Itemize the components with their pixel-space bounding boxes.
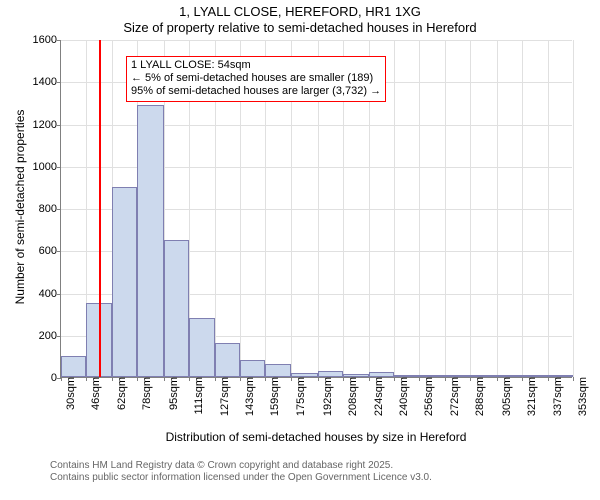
histogram-bar (318, 371, 343, 377)
annotation-line-2: ← 5% of semi-detached houses are smaller… (131, 72, 381, 85)
x-tick-label: 95sqm (164, 377, 180, 410)
x-tick-label: 240sqm (394, 377, 410, 416)
histogram-bar (445, 375, 470, 377)
chart-container: 1, LYALL CLOSE, HEREFORD, HR1 1XG Size o… (0, 0, 600, 500)
histogram-bar (369, 372, 394, 377)
histogram-bar (61, 356, 86, 377)
title-line-1: 1, LYALL CLOSE, HEREFORD, HR1 1XG (0, 4, 600, 20)
x-tick-label: 46sqm (86, 377, 102, 410)
grid-line-v (548, 40, 549, 377)
x-tick-label: 353sqm (573, 377, 589, 416)
chart-title: 1, LYALL CLOSE, HEREFORD, HR1 1XG Size o… (0, 4, 600, 35)
x-tick-label: 192sqm (318, 377, 334, 416)
x-tick-label: 143sqm (240, 377, 256, 416)
x-tick-label: 321sqm (522, 377, 538, 416)
histogram-bar (265, 364, 290, 377)
x-tick-label: 256sqm (419, 377, 435, 416)
x-tick-label: 272sqm (445, 377, 461, 416)
grid-line-v (394, 40, 395, 377)
histogram-bar (522, 375, 547, 377)
x-tick-label: 305sqm (497, 377, 513, 416)
x-tick-label: 127sqm (215, 377, 231, 416)
y-tick-label: 600 (39, 245, 61, 257)
x-tick-label: 30sqm (61, 377, 77, 410)
y-tick-label: 1200 (33, 119, 61, 131)
annotation-line-3: 95% of semi-detached houses are larger (… (131, 85, 381, 98)
histogram-bar (419, 375, 444, 377)
y-tick-label: 800 (39, 203, 61, 215)
grid-line-v (522, 40, 523, 377)
x-axis-label: Distribution of semi-detached houses by … (60, 430, 572, 444)
x-tick-label: 337sqm (548, 377, 564, 416)
y-tick-label: 1400 (33, 76, 61, 88)
histogram-bar (394, 375, 419, 377)
y-axis-label: Number of semi-detached properties (13, 57, 27, 357)
histogram-bar (497, 375, 522, 377)
grid-line-v (470, 40, 471, 377)
x-tick-label: 78sqm (137, 377, 153, 410)
footer-line-1: Contains HM Land Registry data © Crown c… (50, 460, 432, 472)
histogram-bar (470, 375, 497, 377)
x-tick-label: 288sqm (470, 377, 486, 416)
x-tick-label: 62sqm (112, 377, 128, 410)
histogram-bar (137, 105, 164, 378)
grid-line-v (445, 40, 446, 377)
grid-line-v (419, 40, 420, 377)
y-tick-label: 0 (51, 372, 61, 384)
histogram-bar (112, 187, 137, 377)
y-tick-label: 1000 (33, 161, 61, 173)
marker-line (99, 40, 101, 377)
chart-footer: Contains HM Land Registry data © Crown c… (50, 460, 432, 484)
histogram-bar (164, 240, 189, 377)
y-tick-label: 1600 (33, 34, 61, 46)
plot-area: 0200400600800100012001400160030sqm46sqm6… (60, 40, 572, 378)
grid-line-v (497, 40, 498, 377)
histogram-bar (240, 360, 265, 377)
x-tick-label: 208sqm (343, 377, 359, 416)
x-tick-label: 159sqm (265, 377, 281, 416)
histogram-bar (548, 375, 573, 377)
x-tick-label: 224sqm (369, 377, 385, 416)
annotation-line-1: 1 LYALL CLOSE: 54sqm (131, 59, 381, 72)
title-line-2: Size of property relative to semi-detach… (0, 20, 600, 36)
y-tick-label: 200 (39, 330, 61, 342)
y-tick-label: 400 (39, 288, 61, 300)
annotation-box: 1 LYALL CLOSE: 54sqm← 5% of semi-detache… (126, 56, 386, 102)
grid-line-v (573, 40, 574, 377)
histogram-bar (215, 343, 240, 377)
x-tick-label: 175sqm (291, 377, 307, 416)
x-tick-label: 111sqm (189, 377, 205, 415)
histogram-bar (343, 374, 368, 377)
footer-line-2: Contains public sector information licen… (50, 472, 432, 484)
histogram-bar (189, 318, 214, 377)
histogram-bar (291, 373, 318, 377)
